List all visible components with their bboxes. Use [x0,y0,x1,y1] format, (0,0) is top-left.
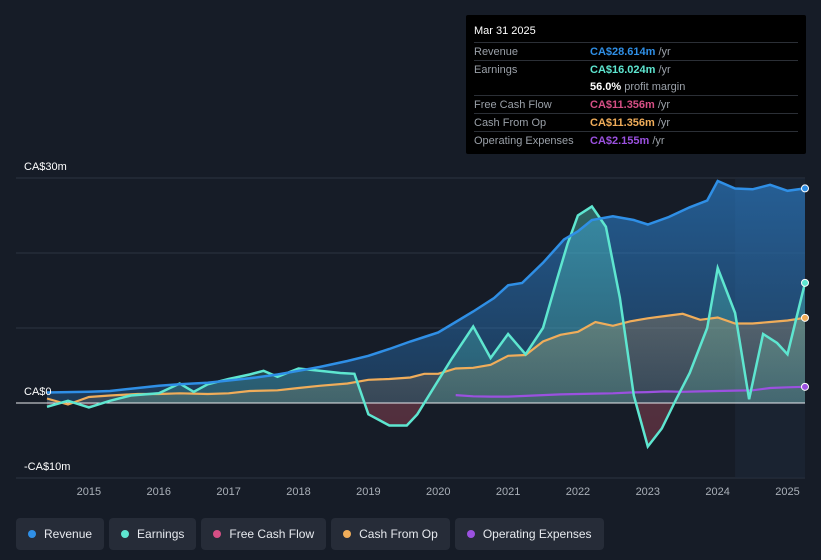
cash-from-op-line [46,312,806,406]
tooltip-row-label: Cash From Op [474,116,547,129]
legend-label: Cash From Op [359,527,438,541]
y-axis-label: CA$0 [24,386,52,398]
operating-expenses-end-marker [801,382,809,391]
data-tooltip: Mar 31 2025 Revenue CA$28.614m/yr Earnings… [466,15,806,154]
x-axis-label: 2016 [147,486,171,498]
tooltip-row-unit: /yr [652,134,665,147]
tooltip-row-unit: /yr [658,45,671,58]
legend-item-earnings[interactable]: Earnings [109,518,197,550]
chart-legend: Revenue Earnings Free Cash Flow Cash From O… [16,518,604,550]
tooltip-row-label: Free Cash Flow [474,98,552,111]
x-axis-label: 2015 [77,486,101,498]
x-axis-label: 2019 [356,486,380,498]
tooltip-row: Cash From Op CA$11.356m/yr [474,113,798,131]
legend-dot-icon [343,530,352,538]
tooltip-row-value: CA$28.614m [590,45,656,58]
tooltip-row-unit: /yr [657,98,671,111]
earnings-negative-area [47,403,805,447]
tooltip-row-value: 56.0% [590,80,622,93]
chart-area: CA$30m CA$0 -CA$10m 2015 2016 2017 2018 2019 202… [16,161,809,498]
legend-label: Earnings [137,527,185,541]
legend-dot-icon [121,530,130,538]
tooltip-row: Operating Expenses CA$2.155m/yr [474,131,798,149]
x-axis-label: 2017 [216,486,240,498]
tooltip-row: Revenue CA$28.614m/yr [474,42,798,60]
legend-item-cash-from-op[interactable]: Cash From Op [331,518,450,550]
cash-from-op-area [47,313,805,405]
tooltip-row: Free Cash Flow CA$11.356m/yr [474,95,798,113]
x-axis-label: 2022 [566,486,590,498]
legend-item-operating-expenses[interactable]: Operating Expenses [454,518,604,550]
legend-item-revenue[interactable]: Revenue [16,518,105,550]
revenue-end-marker [801,184,809,193]
legend-label: Operating Expenses [482,527,592,541]
tooltip-row-unit: /yr [657,116,671,129]
legend-item-free-cash-flow[interactable]: Free Cash Flow [201,518,327,550]
tooltip-row: 56.0% profit margin [474,78,798,95]
x-axis-label: 2024 [705,486,729,498]
tooltip-date: Mar 31 2025 [474,25,536,37]
legend-label: Revenue [44,527,93,541]
cash-from-op-end-marker [801,313,809,322]
y-axis-label: -CA$10m [24,461,70,473]
earnings-end-marker [801,278,809,287]
tooltip-row: Earnings CA$16.024m/yr [474,60,798,78]
tooltip-row-unit: profit margin [624,80,686,93]
tooltip-row-label: Operating Expenses [474,134,574,147]
x-axis-label: 2023 [636,486,660,498]
x-axis-label: 2021 [496,486,520,498]
tooltip-row-value: CA$11.356m [590,116,655,129]
legend-dot-icon [28,530,36,538]
y-axis-label: CA$30m [24,161,67,173]
earnings-line [46,204,807,450]
tooltip-row-label: Earnings [474,63,518,76]
tooltip-row-value: CA$11.356m [590,98,655,111]
tooltip-row-value: CA$2.155m [590,134,650,147]
tooltip-row-unit: /yr [658,63,671,76]
revenue-line [46,179,806,394]
x-axis-label: 2018 [286,486,310,498]
x-axis-label: 2025 [775,486,799,498]
tooltip-row-value: CA$16.024m [590,63,656,76]
tooltip-row-label: Revenue [474,45,519,58]
legend-dot-icon [466,530,475,538]
x-axis-label: 2020 [426,486,450,498]
legend-dot-icon [213,530,222,538]
legend-label: Free Cash Flow [229,527,315,541]
